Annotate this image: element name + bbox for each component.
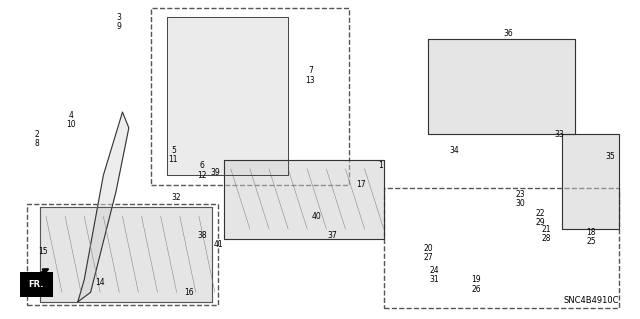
Text: 33: 33 [554,130,564,139]
Text: 28: 28 [541,234,551,243]
Text: 14: 14 [95,278,105,287]
Text: 39: 39 [210,168,220,177]
Text: 31: 31 [430,275,440,284]
Text: 24: 24 [430,266,440,275]
Text: 17: 17 [356,180,366,189]
Text: 9: 9 [117,22,122,31]
Polygon shape [167,17,288,175]
Text: 18: 18 [586,228,596,237]
Text: 23: 23 [516,190,525,199]
Text: 13: 13 [306,76,316,85]
Text: 29: 29 [535,218,545,227]
Text: 40: 40 [312,212,322,221]
Text: 15: 15 [38,247,47,256]
Text: 3: 3 [117,13,122,22]
Polygon shape [78,112,129,302]
Text: 35: 35 [605,152,615,161]
Polygon shape [428,39,575,134]
Text: FR.: FR. [29,280,44,289]
Text: 5: 5 [171,145,176,154]
Text: 30: 30 [516,199,525,208]
Text: 34: 34 [449,145,459,154]
Text: 32: 32 [172,193,181,202]
Text: 19: 19 [471,275,481,284]
Text: 25: 25 [586,237,596,246]
Text: 4: 4 [69,111,74,120]
Text: 27: 27 [424,253,433,262]
Text: 11: 11 [169,155,178,164]
Text: 22: 22 [535,209,545,218]
Text: 6: 6 [200,161,205,170]
Text: 8: 8 [34,139,39,148]
Text: 12: 12 [197,171,207,180]
Text: 37: 37 [328,231,338,240]
Text: 1: 1 [378,161,383,170]
Text: 7: 7 [308,66,313,76]
Text: 2: 2 [34,130,39,139]
Polygon shape [225,160,384,239]
Text: 16: 16 [184,288,194,297]
Polygon shape [40,207,212,302]
Text: 36: 36 [503,28,513,38]
Text: SNC4B4910C: SNC4B4910C [564,296,620,305]
Text: 41: 41 [213,241,223,249]
Text: 20: 20 [424,243,433,253]
Text: 10: 10 [67,120,76,129]
Text: 21: 21 [541,225,551,234]
Text: 26: 26 [471,285,481,294]
Text: 38: 38 [197,231,207,240]
Polygon shape [562,134,620,229]
